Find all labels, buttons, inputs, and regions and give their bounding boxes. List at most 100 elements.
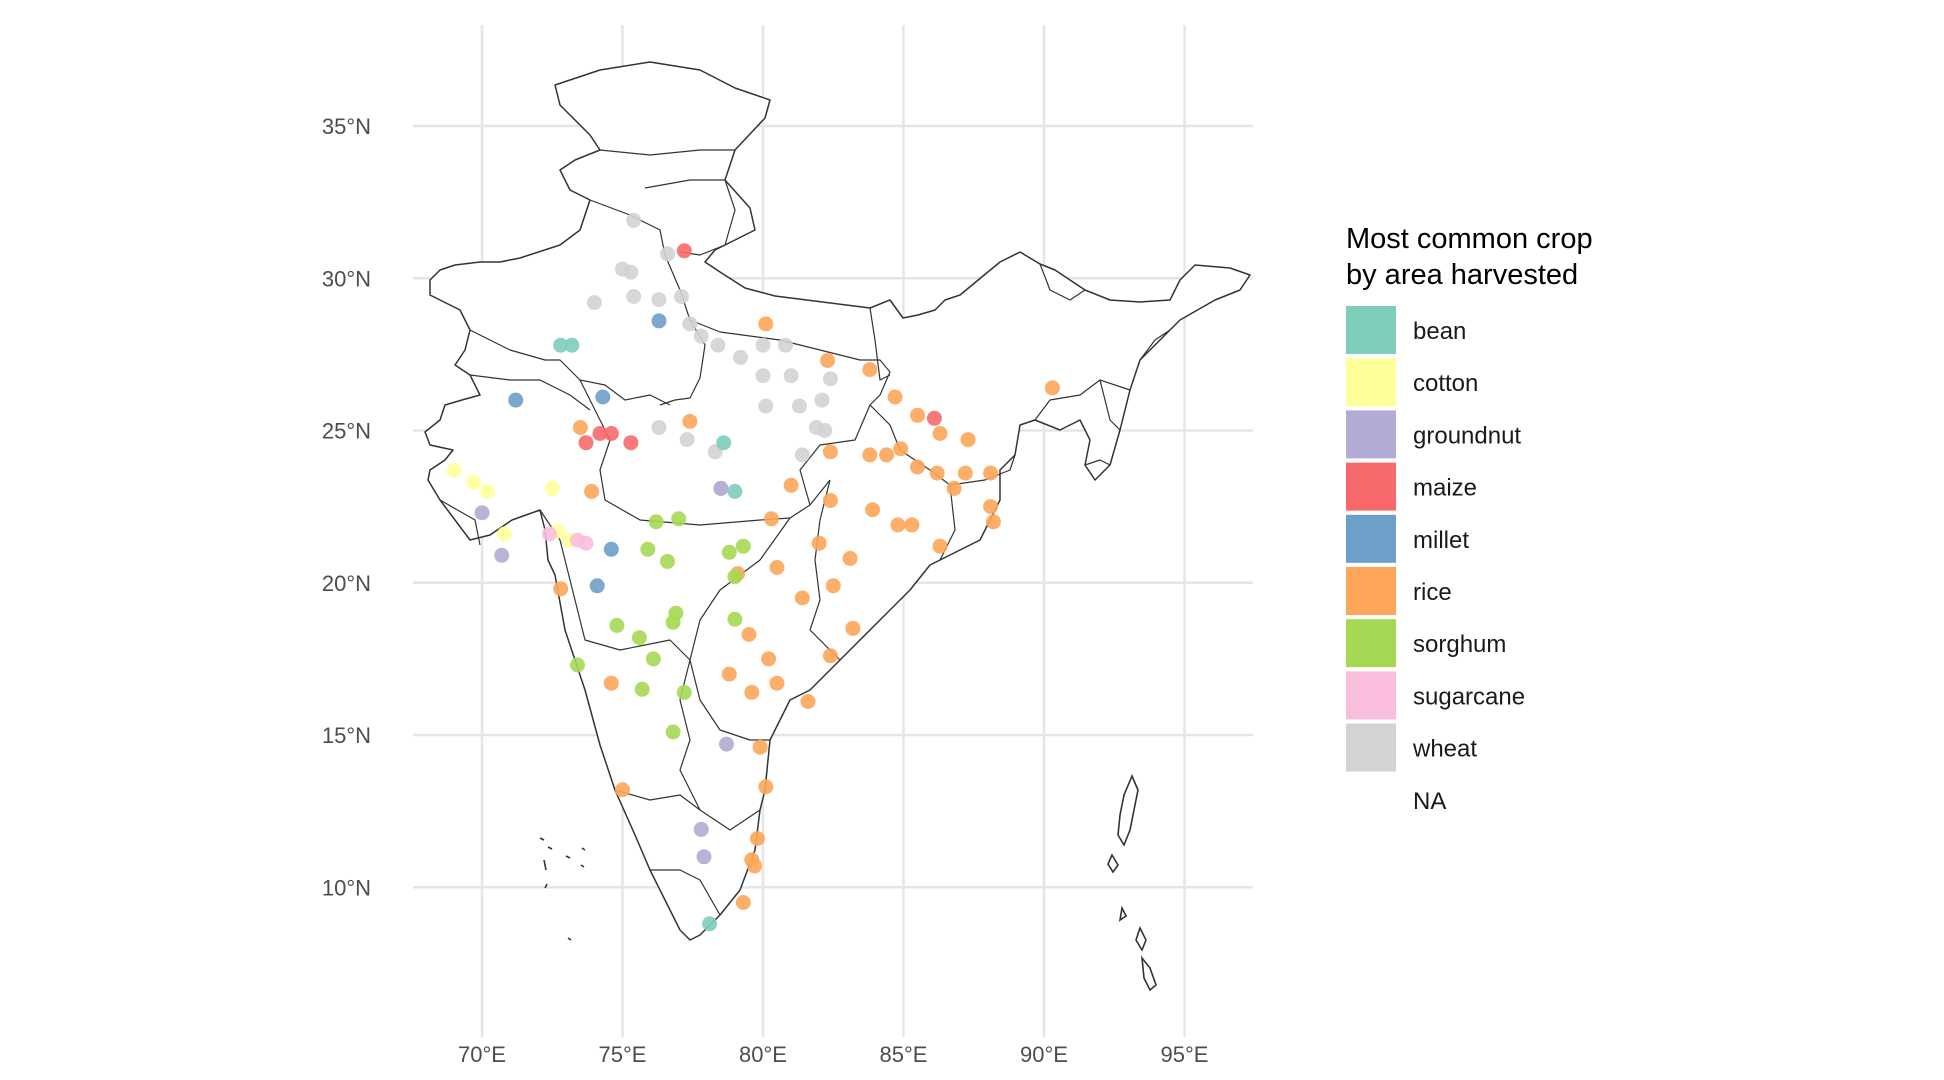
state-boundary	[1039, 263, 1086, 301]
state-boundary	[1084, 459, 1111, 466]
crop-point-rice	[822, 493, 838, 508]
x-tick-label: 70°E	[458, 1042, 506, 1067]
legend-key-cotton	[1346, 358, 1396, 407]
crop-point-rice	[865, 502, 881, 518]
x-tick-label: 85°E	[880, 1042, 928, 1067]
legend-title-line-2: by area harvested	[1346, 259, 1578, 291]
crop-point-rice	[1044, 380, 1060, 396]
legend-label-sugarcane: sugarcane	[1413, 683, 1525, 710]
crop-point-wheat	[623, 264, 639, 280]
crop-point-sorghum	[609, 617, 625, 633]
nicobar-islands	[1135, 925, 1147, 952]
x-tick-label: 95°E	[1161, 1042, 1209, 1067]
crop-point-sorghum	[665, 724, 681, 740]
crop-point-rice	[820, 353, 836, 368]
crop-point-wheat	[679, 432, 695, 448]
crop-point-sorghum	[665, 614, 681, 630]
crop-point-rice	[747, 858, 763, 874]
crop-point-sorghum	[634, 681, 650, 697]
crop-point-rice	[946, 480, 962, 496]
crop-point-wheat	[817, 423, 833, 438]
crop-point-rice	[932, 426, 948, 441]
crop-point-wheat	[778, 337, 793, 353]
crop-point-rice	[763, 511, 779, 527]
crop-point-sorghum	[676, 684, 692, 700]
crop-point-bean	[564, 337, 580, 353]
legend-key-millet	[1346, 514, 1396, 563]
lakshadweep-islands	[539, 837, 586, 941]
crop-point-rice	[603, 675, 619, 691]
crop-point-rice	[721, 666, 737, 682]
crop-point-maize	[603, 426, 619, 441]
crop-point-wheat	[674, 289, 689, 304]
crop-point-wheat	[651, 292, 667, 308]
state-boundary	[799, 404, 871, 506]
crop-point-cotton	[544, 480, 560, 496]
crop-point-bean	[727, 483, 743, 499]
legend-key-groundnut	[1346, 410, 1396, 459]
crop-point-wheat	[651, 420, 667, 435]
crop-point-sorghum	[735, 538, 751, 554]
crop-point-wheat	[814, 392, 830, 408]
india-map-outline	[424, 61, 1251, 992]
legend-key-sorghum	[1346, 619, 1396, 668]
crop-point-rice	[985, 514, 1001, 530]
legend-label-sorghum: sorghum	[1413, 631, 1506, 658]
crop-point-wheat	[755, 368, 771, 384]
crop-point-rice	[800, 694, 816, 709]
crop-point-rice	[735, 895, 751, 910]
crop-point-rice	[890, 517, 906, 533]
crop-point-rice	[862, 447, 878, 463]
crop-point-rice	[749, 831, 765, 846]
crop-point-cotton	[480, 483, 496, 499]
legend-key-rice	[1346, 567, 1396, 615]
crop-point-rice	[794, 590, 810, 606]
crop-point-rice	[825, 578, 841, 594]
legend-key-sugarcane	[1346, 671, 1396, 720]
state-boundary	[679, 659, 761, 831]
crop-point-wheat	[755, 337, 771, 353]
crop-point-groundnut	[474, 505, 490, 521]
crop-point-sugarcane	[541, 526, 557, 542]
island-outlines	[539, 773, 1157, 992]
crop-point-rice	[960, 432, 976, 448]
legend-label-groundnut: groundnut	[1413, 422, 1521, 449]
andaman-islands	[1107, 853, 1119, 874]
legend-key-maize	[1346, 462, 1396, 511]
crop-point-maize	[926, 410, 942, 426]
crop-point-rice	[822, 648, 838, 664]
crop-point-rice	[741, 627, 757, 642]
crop-point-groundnut	[696, 849, 712, 865]
crop-point-rice	[983, 465, 999, 481]
crop-point-cotton	[466, 474, 482, 490]
crop-point-wheat	[626, 289, 642, 304]
crop-point-maize	[578, 435, 594, 451]
crop-point-groundnut	[494, 547, 510, 563]
crop-point-sorghum	[727, 611, 743, 627]
crop-point-rice	[572, 420, 588, 435]
crop-point-wheat	[783, 368, 799, 384]
crop-point-rice	[811, 535, 827, 551]
crop-point-groundnut	[719, 736, 734, 752]
x-tick-label: 80°E	[739, 1042, 787, 1067]
crop-points	[446, 212, 1060, 932]
crop-point-rice	[584, 483, 600, 499]
crop-point-rice	[822, 444, 838, 460]
crop-point-rice	[862, 362, 878, 378]
crop-point-rice	[752, 739, 768, 755]
x-tick-label: 75°E	[599, 1042, 647, 1067]
crop-point-rice	[682, 413, 698, 429]
y-tick-label: 10°N	[322, 875, 371, 900]
crop-point-millet	[508, 392, 524, 408]
y-tick-label: 30°N	[322, 266, 371, 291]
crop-point-wheat	[660, 246, 675, 262]
legend-key-bean	[1346, 306, 1396, 354]
state-boundary	[644, 179, 736, 256]
crop-point-cotton	[497, 526, 512, 542]
crop-point-wheat	[792, 398, 807, 414]
crop-point-rice	[769, 675, 785, 691]
y-tick-label: 25°N	[322, 419, 371, 444]
legend-label-maize: maize	[1413, 475, 1477, 502]
crop-point-wheat	[822, 371, 838, 387]
